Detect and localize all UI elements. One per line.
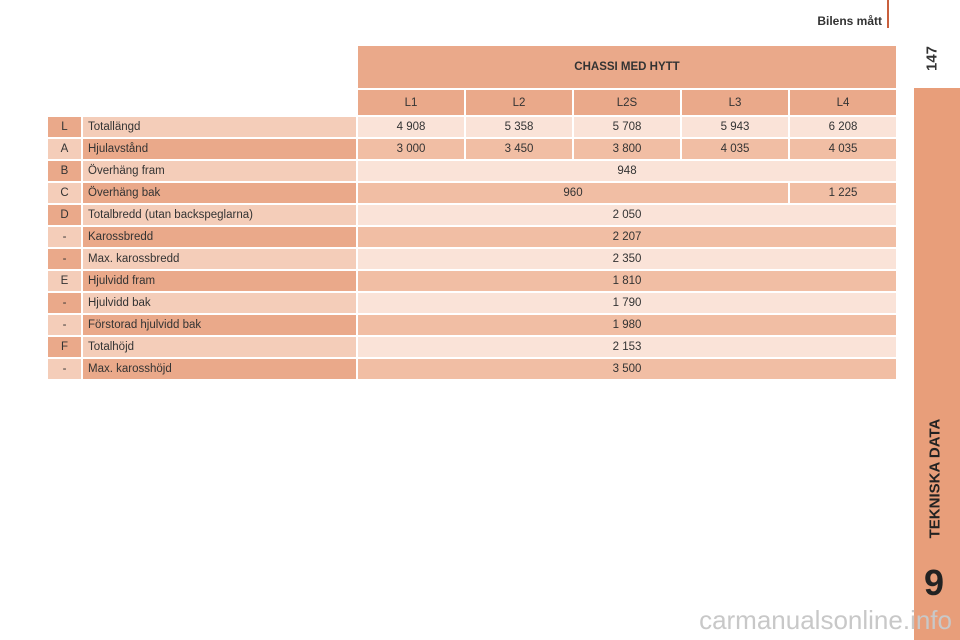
row-label: Totalbredd (utan backspeglarna) xyxy=(83,205,356,225)
row-label: Totalhöjd xyxy=(83,337,356,357)
cell-value: 6 208 xyxy=(790,117,896,137)
group-header: CHASSI MED HYTT xyxy=(358,46,896,88)
cell-value: 2 350 xyxy=(358,249,896,269)
cell-value: 5 358 xyxy=(466,117,572,137)
row-label: Totallängd xyxy=(83,117,356,137)
row-code: - xyxy=(48,227,81,247)
cell-value: 3 500 xyxy=(358,359,896,379)
table-row: - Förstorad hjulvidd bak 1 980 xyxy=(48,315,896,335)
section-title: Bilens mått xyxy=(817,14,882,28)
row-code: A xyxy=(48,139,81,159)
watermark: carmanualsonline.info xyxy=(699,605,952,635)
cell-value: 3 000 xyxy=(358,139,464,159)
cell-value: 1 980 xyxy=(358,315,896,335)
column-header: L3 xyxy=(682,90,788,115)
cell-value: 1 790 xyxy=(358,293,896,313)
cell-value: 1 810 xyxy=(358,271,896,291)
column-header: L1 xyxy=(358,90,464,115)
table-row: C Överhäng bak 960 1 225 xyxy=(48,183,896,203)
cell-value: 4 035 xyxy=(682,139,788,159)
cell-value: 2 153 xyxy=(358,337,896,357)
chapter-band xyxy=(914,88,960,640)
row-code: - xyxy=(48,293,81,313)
table-row: B Överhäng fram 948 xyxy=(48,161,896,181)
row-label: Hjulavstånd xyxy=(83,139,356,159)
table-row: - Max. karossbredd 2 350 xyxy=(48,249,896,269)
cell-value: 3 800 xyxy=(574,139,680,159)
column-header: L4 xyxy=(790,90,896,115)
table-row: D Totalbredd (utan backspeglarna) 2 050 xyxy=(48,205,896,225)
cell-value: 2 050 xyxy=(358,205,896,225)
row-label: Hjulvidd bak xyxy=(83,293,356,313)
row-label: Överhäng fram xyxy=(83,161,356,181)
dimensions-table: CHASSI MED HYTT L1 L2 L2S L3 L4 L Totallängd 4… xyxy=(46,44,898,381)
row-label: Max. karosshöjd xyxy=(83,359,356,379)
cell-value: 5 943 xyxy=(682,117,788,137)
row-label: Hjulvidd fram xyxy=(83,271,356,291)
row-code: F xyxy=(48,337,81,357)
cell-value: 3 450 xyxy=(466,139,572,159)
row-code: L xyxy=(48,117,81,137)
cell-value: 5 708 xyxy=(574,117,680,137)
table-row: - Hjulvidd bak 1 790 xyxy=(48,293,896,313)
row-code: - xyxy=(48,359,81,379)
row-code: - xyxy=(48,315,81,335)
row-code: E xyxy=(48,271,81,291)
row-code: C xyxy=(48,183,81,203)
table-row: - Max. karosshöjd 3 500 xyxy=(48,359,896,379)
row-code: D xyxy=(48,205,81,225)
chapter-title: TEKNISKA DATA xyxy=(926,418,944,539)
table-row: - Karossbredd 2 207 xyxy=(48,227,896,247)
row-label: Överhäng bak xyxy=(83,183,356,203)
table-row: E Hjulvidd fram 1 810 xyxy=(48,271,896,291)
cell-value: 2 207 xyxy=(358,227,896,247)
row-label: Karossbredd xyxy=(83,227,356,247)
cell-value: 948 xyxy=(358,161,896,181)
table-row: A Hjulavstånd 3 000 3 450 3 800 4 035 4 035 xyxy=(48,139,896,159)
header-rule xyxy=(887,0,889,28)
column-header: L2S xyxy=(574,90,680,115)
table-row: F Totalhöjd 2 153 xyxy=(48,337,896,357)
row-label: Förstorad hjulvidd bak xyxy=(83,315,356,335)
page-number: 147 xyxy=(923,45,941,72)
cell-value: 4 035 xyxy=(790,139,896,159)
row-code: - xyxy=(48,249,81,269)
cell-value: 1 225 xyxy=(790,183,896,203)
row-label: Max. karossbredd xyxy=(83,249,356,269)
cell-value: 960 xyxy=(358,183,788,203)
row-code: B xyxy=(48,161,81,181)
table-row: L Totallängd 4 908 5 358 5 708 5 943 6 208 xyxy=(48,117,896,137)
cell-value: 4 908 xyxy=(358,117,464,137)
chapter-number: 9 xyxy=(923,562,945,603)
column-header: L2 xyxy=(466,90,572,115)
